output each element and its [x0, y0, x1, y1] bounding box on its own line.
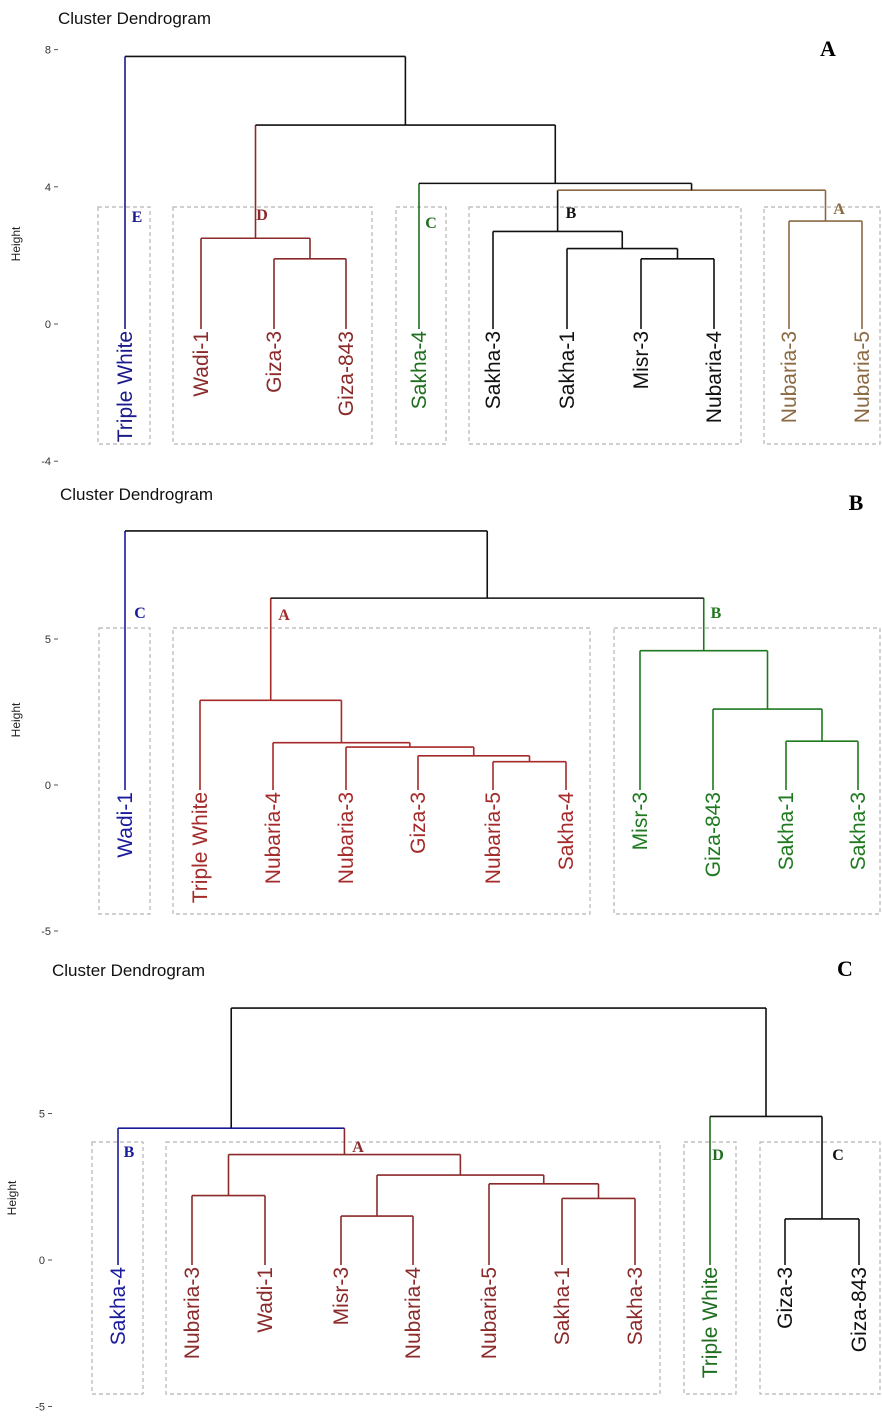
leaf-label: Giza-3	[263, 331, 286, 393]
dendrogram-panel-c: Cluster Dendrogram C Height 5 0 -5 B A D C Sakha-4…	[5, 956, 881, 1414]
leaf-label: Nubaria-5	[478, 1267, 501, 1359]
leaf-label: Wadi-1	[254, 1267, 277, 1333]
cluster-label: E	[132, 209, 143, 226]
leaf-label: Nubaria-3	[335, 792, 358, 884]
chart-title: Cluster Dendrogram	[58, 9, 211, 28]
cluster-label: A	[278, 607, 290, 624]
y-tick-label: 0	[45, 780, 51, 792]
y-axis-label: Height	[5, 1180, 19, 1215]
cluster-label: A	[352, 1139, 364, 1156]
leaf-label: Nubaria-3	[778, 331, 801, 423]
y-tick-label: -5	[35, 1402, 45, 1414]
cluster-box	[683, 1141, 737, 1395]
y-axis-label: Height	[9, 226, 23, 261]
dendrogram-panel-a: Cluster Dendrogram A Height 8 4 0 -4 E D C B A Tripl…	[9, 9, 881, 468]
leaf-label: Misr-3	[630, 331, 653, 389]
leaf-label: Sakha-1	[556, 331, 579, 409]
leaf-label: Nubaria-4	[703, 331, 726, 424]
cluster-box	[613, 627, 881, 915]
leaf-label: Wadi-1	[190, 331, 213, 397]
cluster-box	[165, 1141, 661, 1395]
cluster-label: D	[712, 1147, 724, 1164]
dendrogram-panel-b: Cluster Dendrogram B Height 5 0 -5 C A B Wadi-1 Tr…	[9, 485, 881, 938]
cluster-label: B	[124, 1144, 135, 1161]
leaf-label: Giza-843	[848, 1267, 871, 1352]
cluster-label: B	[711, 605, 722, 622]
leaf-label: Misr-3	[629, 792, 652, 850]
y-tick-label: -4	[41, 456, 51, 468]
y-axis-label: Height	[9, 702, 23, 737]
cluster-box	[91, 1141, 144, 1395]
cluster-box	[395, 206, 447, 445]
leaf-label: Misr-3	[330, 1267, 353, 1325]
leaf-label: Giza-3	[407, 792, 430, 854]
cluster-box	[763, 206, 881, 445]
leaf-label: Nubaria-4	[402, 1267, 425, 1360]
y-tick-label: 5	[39, 1109, 45, 1121]
cluster-box	[759, 1141, 881, 1395]
cluster-box	[172, 627, 591, 915]
y-tick-label: 0	[45, 319, 51, 331]
chart-title: Cluster Dendrogram	[60, 485, 213, 504]
leaf-label: Triple White	[189, 792, 212, 903]
leaf-label: Sakha-1	[551, 1267, 574, 1345]
y-tick-label: -5	[41, 926, 51, 938]
cluster-box	[468, 206, 742, 445]
cluster-label: D	[256, 207, 268, 224]
leaf-label: Sakha-1	[775, 792, 798, 870]
cluster-box	[97, 206, 151, 445]
y-tick-label: 4	[45, 182, 51, 194]
leaf-label: Nubaria-5	[851, 331, 874, 423]
cluster-box	[172, 206, 373, 445]
leaf-label: Nubaria-3	[181, 1267, 204, 1359]
leaf-label: Nubaria-5	[482, 792, 505, 884]
leaf-label: Giza-843	[335, 331, 358, 416]
chart-title: Cluster Dendrogram	[52, 961, 205, 980]
leaf-label: Giza-843	[702, 792, 725, 877]
leaf-label: Triple White	[699, 1267, 722, 1378]
leaf-label: Wadi-1	[114, 792, 137, 858]
y-tick-label: 5	[45, 634, 51, 646]
panel-label: B	[849, 490, 864, 515]
panel-label: A	[820, 36, 836, 61]
leaf-label: Sakha-4	[107, 1267, 130, 1346]
leaf-label: Triple White	[114, 331, 137, 442]
panel-label: C	[837, 956, 853, 981]
cluster-label: B	[566, 205, 577, 222]
cluster-label: C	[134, 605, 146, 622]
leaf-label: Sakha-4	[408, 331, 431, 410]
leaf-label: Sakha-3	[624, 1267, 647, 1345]
leaf-label: Giza-3	[774, 1267, 797, 1329]
leaf-label: Nubaria-4	[262, 792, 285, 885]
leaf-label: Sakha-4	[555, 792, 578, 871]
y-tick-label: 0	[39, 1255, 45, 1267]
cluster-label: C	[832, 1147, 844, 1164]
cluster-label: A	[833, 201, 845, 218]
leaf-label: Sakha-3	[847, 792, 870, 870]
leaf-label: Sakha-3	[482, 331, 505, 409]
cluster-label: C	[425, 215, 437, 232]
y-tick-label: 8	[45, 45, 51, 57]
